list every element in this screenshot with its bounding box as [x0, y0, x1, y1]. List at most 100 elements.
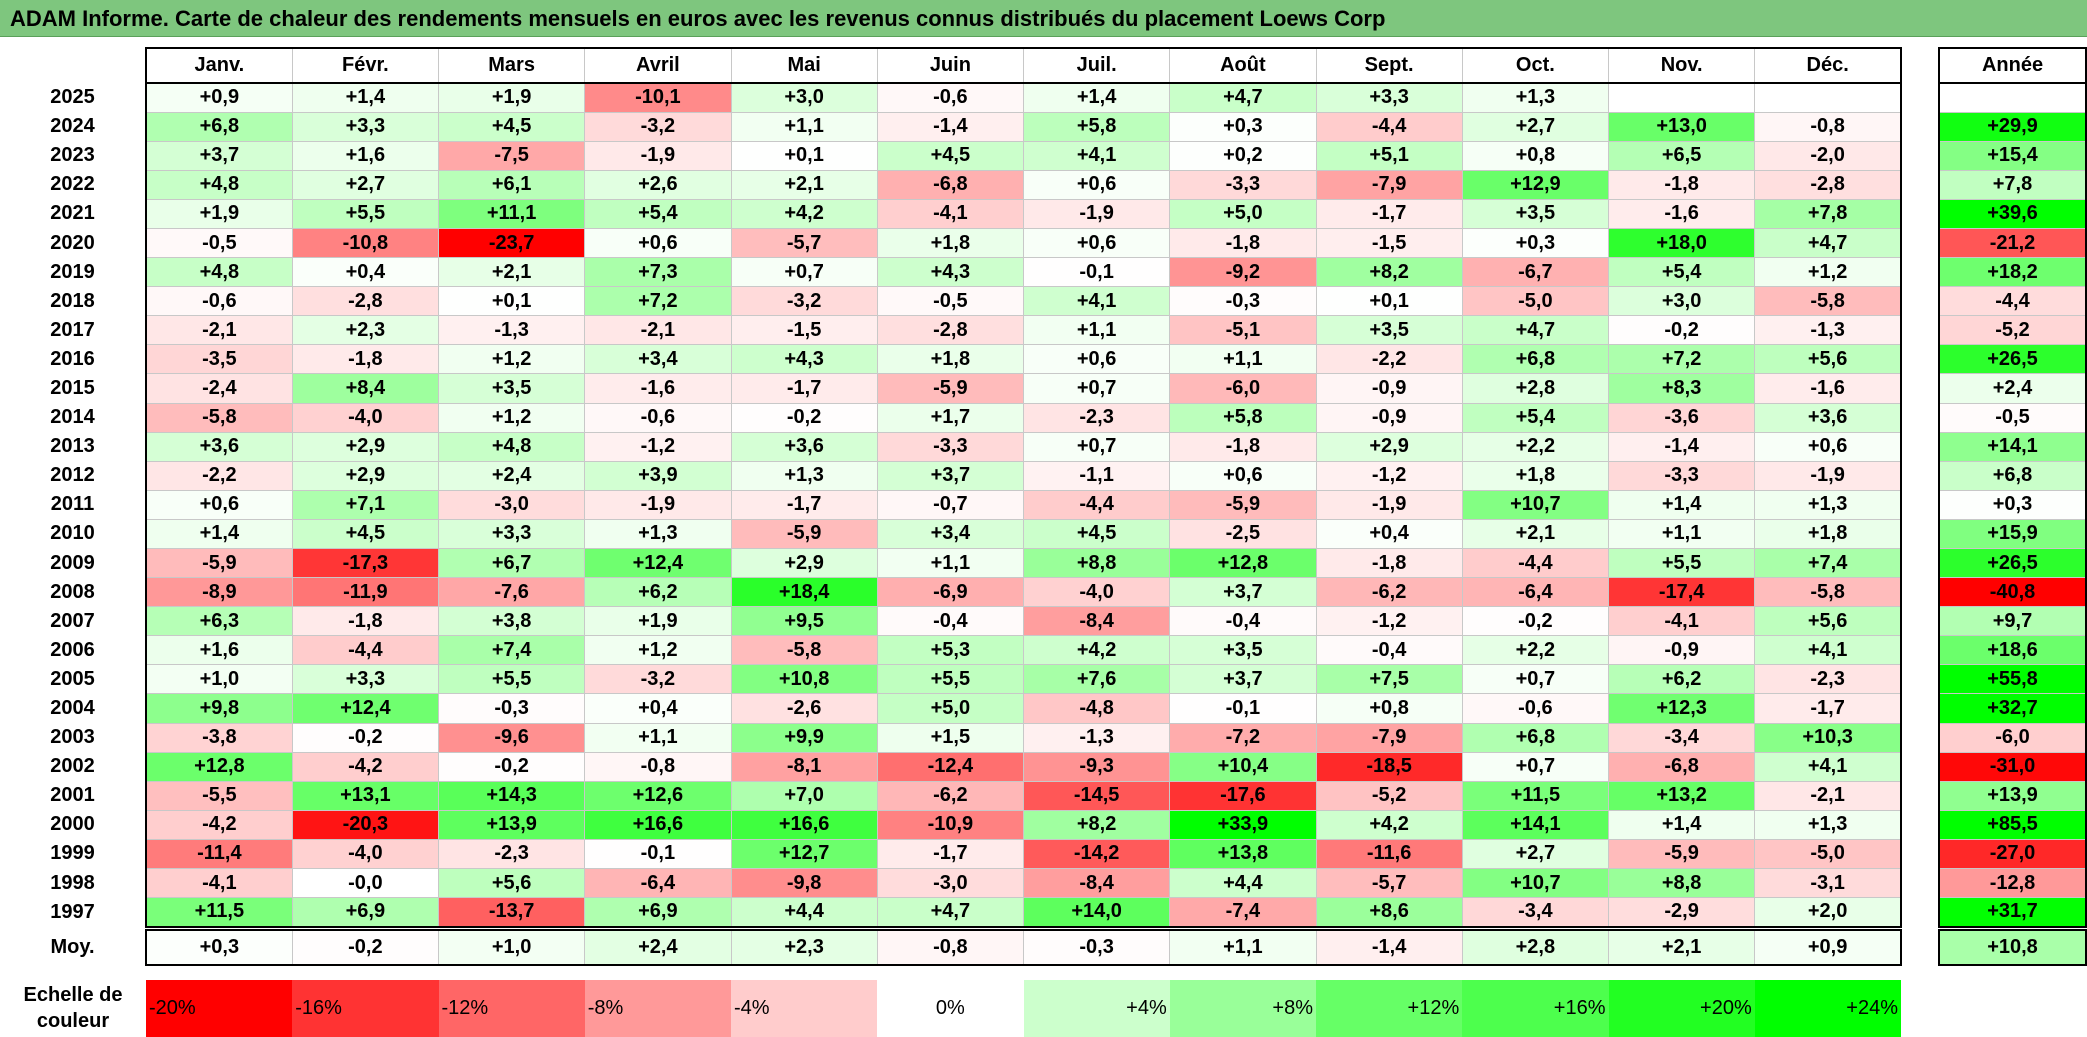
heatmap-cell: -1,8 [1169, 431, 1317, 462]
annual-row: -27,0 [1938, 839, 2087, 870]
heatmap-cell: -1,7 [1754, 693, 1903, 724]
heatmap-cell: +4,2 [1315, 809, 1463, 840]
heatmap-cell: -10,9 [876, 809, 1025, 840]
heatmap-cell: +12,6 [584, 780, 732, 811]
heatmap-cell: +1,3 [1754, 489, 1903, 520]
heatmap-cell: +3,7 [144, 140, 293, 171]
heatmap-cell: -7,9 [1315, 722, 1463, 753]
average-cell: +2,4 [584, 928, 732, 966]
heatmap-cell: +9,8 [144, 693, 293, 724]
annual-row: +15,9 [1938, 519, 2087, 550]
year-label: 2019 [0, 257, 146, 287]
heatmap-cell: +8,2 [1315, 257, 1463, 288]
annual-row: +32,7 [1938, 693, 2087, 724]
heatmap-cell: +0,9 [144, 82, 293, 113]
heatmap-cell: +1,4 [1022, 82, 1171, 113]
annual-cell: -4,4 [1938, 286, 2087, 317]
heatmap-cell: +5,5 [291, 198, 440, 229]
table-row: 1999 -11,4 -4,0 -2,3 -0,1 +12,7 -1,7 -14,2 +13,8… [0, 838, 1903, 870]
heatmap-cell: +0,7 [1461, 751, 1610, 782]
heatmap-cell: -1,9 [584, 140, 732, 171]
heatmap-cell: +2,4 [437, 460, 586, 491]
annual-row: -40,8 [1938, 577, 2087, 608]
heatmap-cell: +5,6 [1754, 606, 1903, 637]
annual-cell: +18,2 [1938, 257, 2087, 288]
heatmap-cell: +3,3 [1315, 82, 1463, 113]
heatmap-cell: -5,9 [1169, 489, 1317, 520]
table-row: 2023 +3,7 +1,6 -7,5 -1,9 +0,1 +4,5 +4,1 +0,2 +5,1… [0, 140, 1903, 171]
heatmap-cell: -6,4 [1461, 577, 1610, 608]
heatmap-cell: +16,6 [584, 809, 732, 840]
heatmap-cell: -0,2 [730, 402, 878, 433]
annual-row: +26,5 [1938, 344, 2087, 375]
heatmap-cell: +4,7 [1461, 315, 1610, 346]
month-header: Sept. [1315, 47, 1463, 84]
heatmap-cell: +4,5 [876, 140, 1025, 171]
table-row: 2009 -5,9 -17,3 +6,7 +12,4 +2,9 +1,1 +8,8 +12,8-… [0, 547, 1903, 579]
heatmap-cell: +2,0 [1754, 897, 1903, 928]
heatmap-cell: -11,9 [291, 577, 440, 608]
heatmap-cell: +0,7 [1461, 664, 1610, 695]
table-row: 2002 +12,8 -4,2 -0,2 -0,8 -8,1 -12,4 -9,3 +10,4-… [0, 751, 1903, 782]
annual-cell: +39,6 [1938, 199, 2087, 229]
average-cell: +0,9 [1754, 928, 1903, 966]
heatmap-cell: +2,9 [291, 431, 440, 462]
annual-row: +85,5 [1938, 810, 2087, 840]
heatmap-cell: +1,0 [144, 664, 293, 695]
heatmap-cell: -5,9 [876, 373, 1025, 404]
heatmap-cell: +6,7 [437, 547, 586, 579]
heatmap-cell: +6,8 [1461, 344, 1610, 375]
annual-row: +55,8 [1938, 664, 2087, 695]
heatmap-cell: +1,1 [1607, 518, 1756, 550]
heatmap-cell: +0,1 [1315, 286, 1463, 317]
year-label: 2014 [0, 403, 146, 433]
heatmap-cell: -3,6 [1607, 402, 1756, 433]
heatmap-cell: -2,4 [144, 373, 293, 404]
annual-row: +31,7 [1938, 897, 2087, 928]
heatmap-cell: -5,0 [1754, 838, 1903, 870]
heatmap-cell: +4,7 [1169, 82, 1317, 113]
heatmap-cell: -0,4 [876, 606, 1025, 637]
heatmap-cell: +1,8 [876, 344, 1025, 375]
annual-cell: +2,4 [1938, 373, 2087, 404]
heatmap-cell: +9,5 [730, 606, 878, 637]
heatmap-cell: +1,2 [437, 344, 586, 375]
year-label: 2016 [0, 344, 146, 374]
heatmap-cell: +4,5 [1022, 518, 1171, 550]
heatmap-cell: +8,3 [1607, 373, 1756, 404]
heatmap-cell: +10,8 [730, 664, 878, 695]
heatmap-cell: +12,4 [291, 693, 440, 724]
heatmap-cell: -3,2 [584, 664, 732, 695]
heatmap-cell: -0,6 [1461, 693, 1610, 724]
heatmap-cell: +1,4 [144, 518, 293, 550]
heatmap-cell: +0,2 [1169, 140, 1317, 171]
heatmap-cell: +0,8 [1315, 693, 1463, 724]
heatmap-cell: +14,0 [1022, 897, 1171, 928]
annual-row [1938, 83, 2087, 113]
heatmap-cell: +5,0 [876, 693, 1025, 724]
heatmap-cell: +7,3 [584, 257, 732, 288]
heatmap-cell: -1,6 [584, 373, 732, 404]
average-cell: -0,8 [876, 928, 1025, 966]
heatmap-cell: +2,3 [291, 315, 440, 346]
heatmap-cell: +0,4 [584, 693, 732, 724]
heatmap-cell: +8,8 [1607, 868, 1756, 899]
month-header: Oct. [1461, 47, 1610, 84]
heatmap-cell: -18,5 [1315, 751, 1463, 782]
heatmap-cell: +6,9 [584, 897, 732, 928]
heatmap-cell: -20,3 [291, 809, 440, 840]
heatmap-cell: -6,9 [876, 577, 1025, 608]
annual-cell: +26,5 [1938, 344, 2087, 375]
month-header: Mars [437, 47, 586, 84]
month-header: Août [1169, 47, 1317, 84]
heatmap-cell: +1,1 [1022, 315, 1171, 346]
heatmap-cell: +0,7 [730, 257, 878, 288]
heatmap-cell: +5,4 [1461, 402, 1610, 433]
year-label: 1997 [0, 897, 146, 927]
heatmap-cell: -0,1 [1169, 693, 1317, 724]
annual-row: +14,1 [1938, 432, 2087, 462]
heatmap-cell: +8,8 [1022, 547, 1171, 579]
annual-cell: -12,8 [1938, 868, 2087, 899]
heatmap-cell: +8,4 [291, 373, 440, 404]
heatmap-cell: -5,9 [1607, 838, 1756, 870]
